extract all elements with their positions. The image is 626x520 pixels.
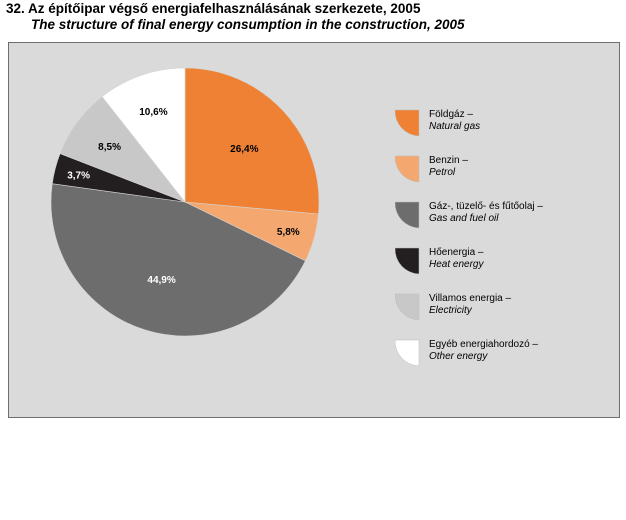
legend-swatch-5 <box>395 339 420 367</box>
pie-slice-5 <box>101 67 186 203</box>
pie-chart: 26,4% 5,8% 44,9% 3,7% 8,5% 10,6% <box>50 67 320 337</box>
legend-label-en: Natural gas <box>429 121 481 132</box>
pie-slice-2 <box>50 183 306 337</box>
legend-label-en: Gas and fuel oil <box>429 213 499 224</box>
legend-item-5: Egyéb energiahordozó – Other energy <box>395 339 595 373</box>
legend-label-hu: Gáz-, tüzelő- és fűtőolaj – <box>429 201 543 212</box>
legend-item-0: Földgáz – Natural gas <box>395 109 595 143</box>
pie-slice-0 <box>184 67 320 215</box>
slice-value-label-5: 10,6% <box>139 107 167 118</box>
legend-item-3: Hőenergia – Heat energy <box>395 247 595 281</box>
legend-label-hu: Benzin – <box>429 155 468 166</box>
legend-label-en: Petrol <box>429 167 456 178</box>
chart-subtitle: The structure of final energy consumptio… <box>31 17 465 32</box>
slice-value-label-3: 3,7% <box>67 170 90 181</box>
slice-value-label-4: 8,5% <box>98 142 121 153</box>
legend-swatch-1 <box>395 155 420 183</box>
legend-label-hu: Földgáz – <box>429 109 473 120</box>
legend-swatch-2 <box>395 201 420 229</box>
chart-panel: 26,4% 5,8% 44,9% 3,7% 8,5% 10,6% Földgáz – Nat… <box>8 42 620 418</box>
legend-label-hu: Hőenergia – <box>429 247 484 258</box>
legend-item-1: Benzin – Petrol <box>395 155 595 189</box>
legend-item-4: Villamos energia – Electricity <box>395 293 595 327</box>
legend-label-hu: Egyéb energiahordozó – <box>429 339 538 350</box>
chart-title: 32. Az építőipar végső energiafelhasznál… <box>6 1 421 16</box>
slice-value-label-1: 5,8% <box>277 227 300 238</box>
legend-item-2: Gáz-, tüzelő- és fűtőolaj – Gas and fuel … <box>395 201 595 235</box>
slice-value-label-2: 44,9% <box>147 275 175 286</box>
legend-label-en: Electricity <box>429 305 472 316</box>
legend-label-en: Other energy <box>429 351 488 362</box>
legend-swatch-4 <box>395 293 420 321</box>
legend-swatch-0 <box>395 109 420 137</box>
legend-label-hu: Villamos energia – <box>429 293 512 304</box>
legend-swatch-3 <box>395 247 420 275</box>
legend-label-en: Heat energy <box>429 259 484 270</box>
slice-value-label-0: 26,4% <box>230 144 258 155</box>
